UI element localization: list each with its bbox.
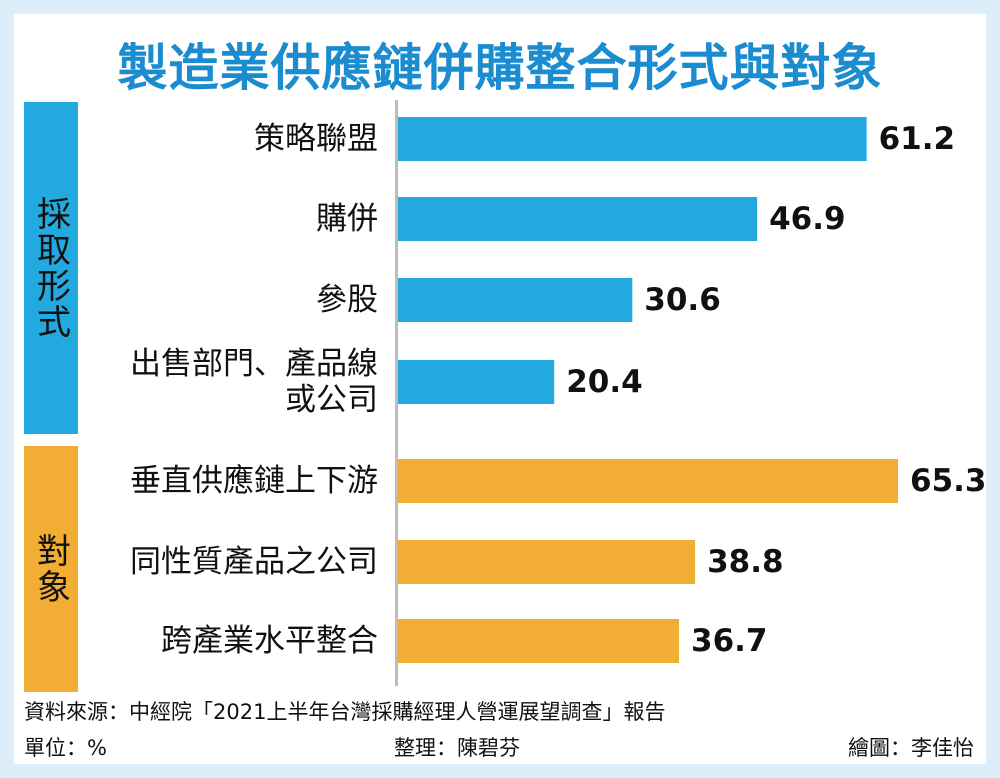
- value-label-2: 30.6: [644, 282, 721, 318]
- category-axis-line: [395, 100, 398, 686]
- group-label-targets: 對象: [24, 446, 78, 692]
- category-label-3-line-1: 或公司: [285, 382, 378, 418]
- value-label-3: 20.4: [566, 364, 643, 400]
- bar-4: [398, 459, 898, 503]
- bar-5: [398, 540, 696, 584]
- category-label-0: 策略聯盟: [254, 121, 378, 157]
- group-label-targets-text: 對象: [30, 533, 71, 605]
- group-label-methods-text: 採取形式: [30, 196, 71, 340]
- value-label-6: 36.7: [691, 623, 768, 659]
- category-label-5: 同性質產品之公司: [130, 544, 378, 580]
- illustrator-credit: 繪圖：李佳怡: [848, 736, 974, 760]
- bar-6: [398, 619, 680, 663]
- editor-credit: 整理：陳碧芬: [394, 736, 520, 760]
- bar-0: [398, 117, 867, 161]
- value-label-5: 38.8: [707, 544, 784, 580]
- value-label-4: 65.3: [910, 463, 986, 499]
- category-label-4: 垂直供應鏈上下游: [130, 463, 378, 499]
- value-label-1: 46.9: [769, 201, 846, 237]
- source-note: 資料來源：中經院「2021上半年台灣採購經理人營運展望調查」報告: [24, 700, 666, 724]
- chart-title: 製造業供應鏈併購整合形式與對象: [117, 39, 883, 97]
- unit-note: 單位：%: [24, 736, 107, 760]
- category-label-3-line-0: 出售部門、產品線: [130, 346, 378, 382]
- category-label-6: 跨產業水平整合: [161, 623, 378, 659]
- bar-1: [398, 197, 758, 241]
- bar-2: [398, 278, 633, 322]
- value-label-0: 61.2: [879, 121, 956, 157]
- group-label-methods: 採取形式: [24, 102, 78, 434]
- category-label-1: 購併: [316, 201, 378, 237]
- bar-3: [398, 360, 555, 404]
- category-label-2: 參股: [316, 282, 378, 318]
- chart-panel: 製造業供應鏈併購整合形式與對象 採取形式 對象 策略聯盟 61.2 購併 46.9 參股…: [14, 14, 986, 764]
